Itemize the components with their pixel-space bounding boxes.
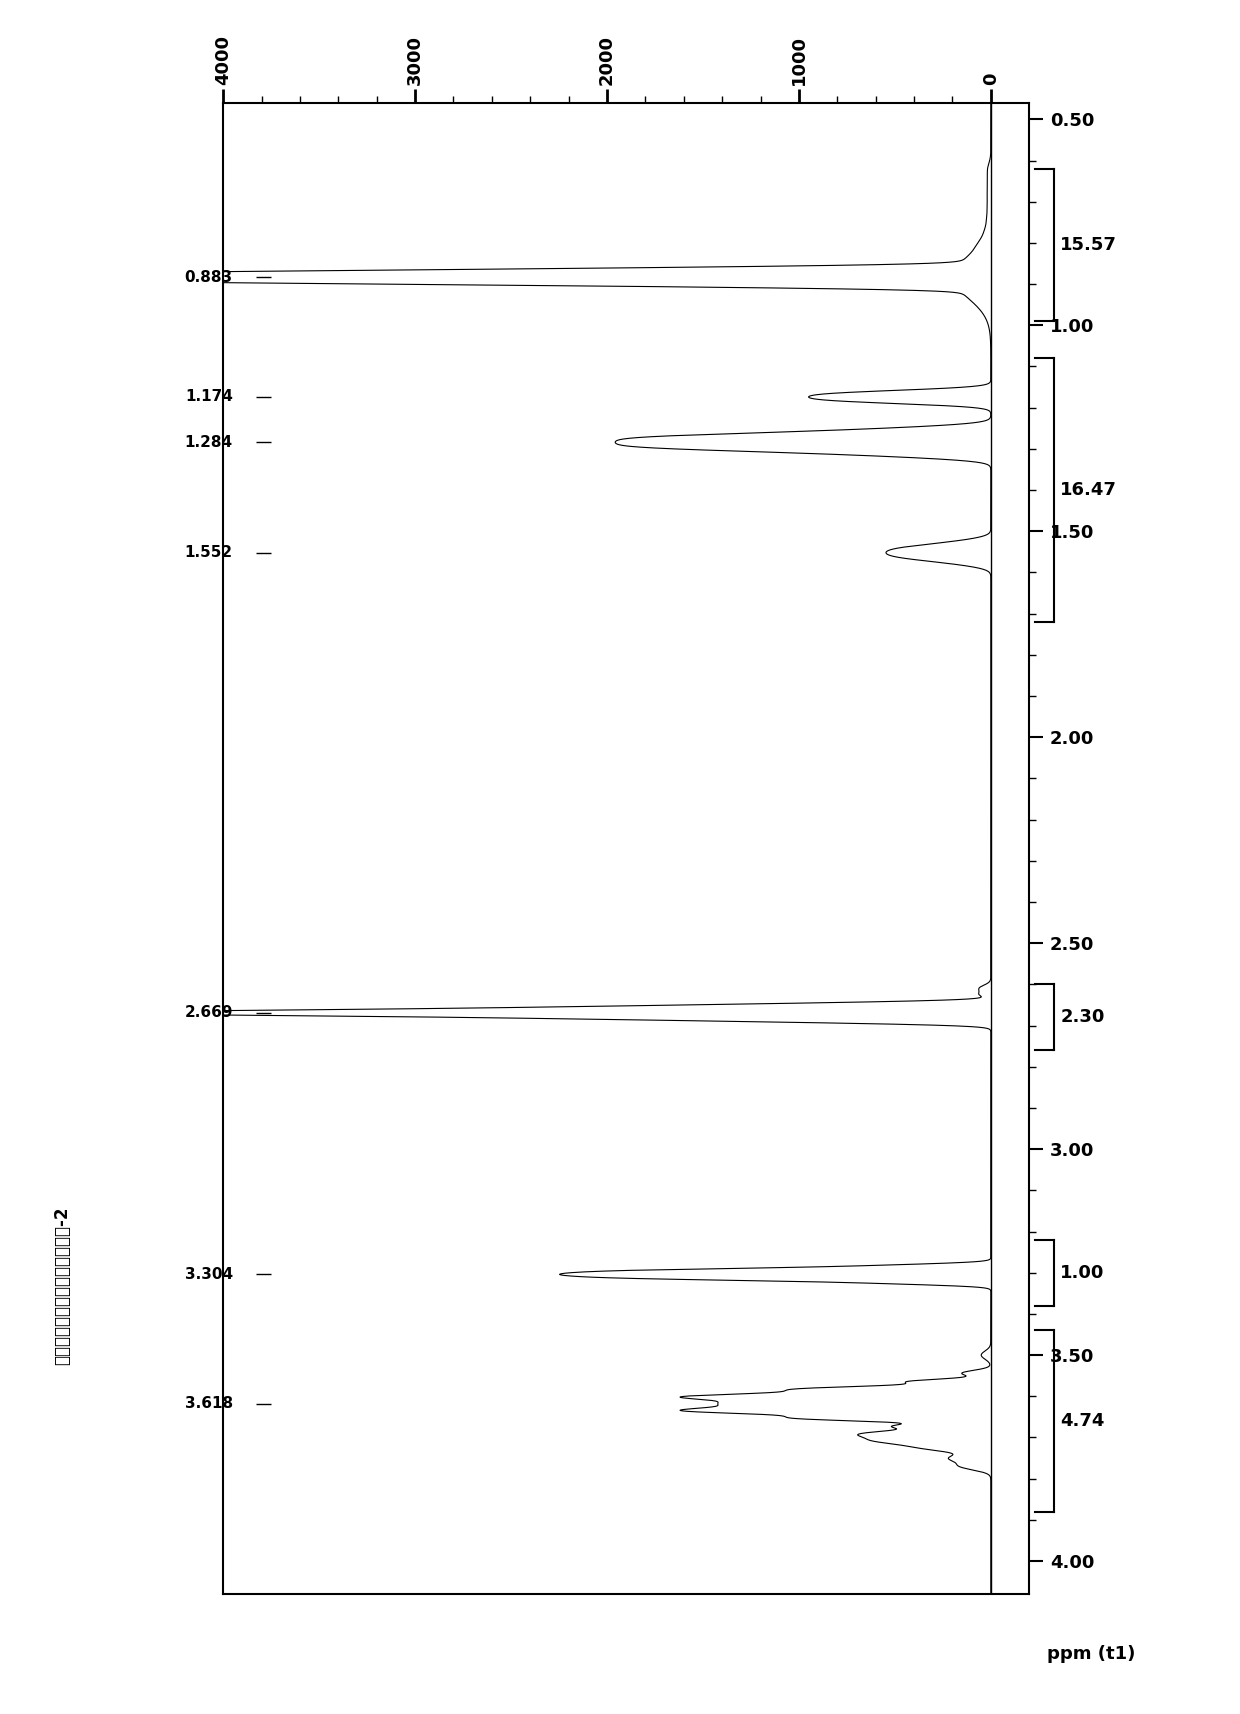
Text: 1.174: 1.174 <box>185 389 233 405</box>
Text: 4.74: 4.74 <box>1060 1412 1105 1429</box>
Text: 2.669: 2.669 <box>185 1006 233 1020</box>
Text: 16.47: 16.47 <box>1060 482 1117 499</box>
Text: 异构十三烷氧基丙脸聚氧乙醇胺-2: 异构十三烷氧基丙脸聚氧乙醇胺-2 <box>53 1207 71 1364</box>
Text: 15.57: 15.57 <box>1060 237 1117 254</box>
Text: 2.30: 2.30 <box>1060 1008 1105 1027</box>
Text: 3.304: 3.304 <box>185 1267 233 1282</box>
Text: ppm (t1): ppm (t1) <box>1047 1645 1136 1663</box>
Text: 0.883: 0.883 <box>185 269 233 285</box>
Text: 1.284: 1.284 <box>185 435 233 449</box>
Text: 1.00: 1.00 <box>1060 1263 1105 1282</box>
Text: 3.618: 3.618 <box>185 1397 233 1411</box>
Text: 1.552: 1.552 <box>185 545 233 560</box>
